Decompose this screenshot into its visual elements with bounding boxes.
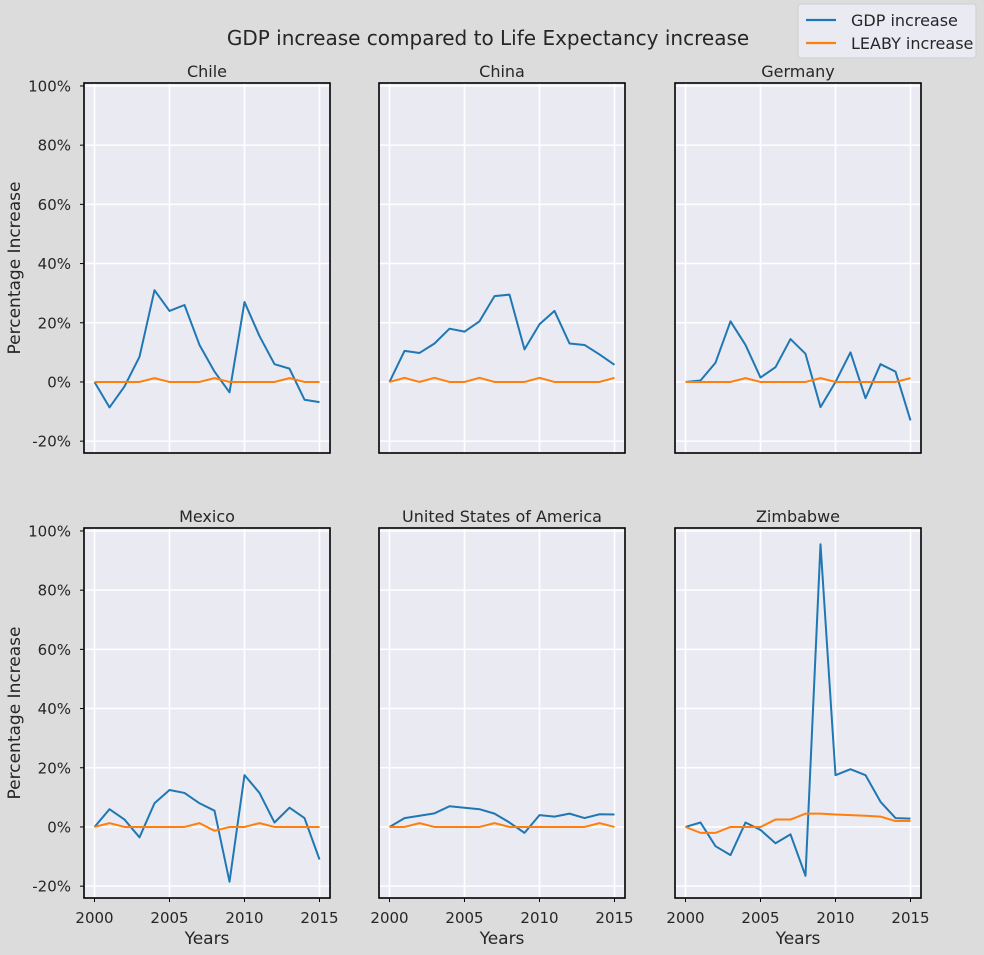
series-line-gdp-increase: [685, 543, 911, 877]
panel-frame: [83, 527, 331, 899]
x-tick-label: 2010: [225, 909, 263, 927]
x-axis-label: Years: [184, 929, 230, 949]
panel-china: China: [378, 62, 626, 454]
legend-label-leaby: LEABY increase: [851, 34, 973, 53]
plot-area: [379, 83, 625, 453]
plot-area: [379, 528, 625, 898]
panel-title: China: [479, 62, 525, 81]
series-line-leaby-increase: [94, 377, 320, 383]
y-tick-label: 20%: [38, 314, 71, 332]
y-tick-label: 40%: [38, 700, 71, 718]
panel-frame: [674, 82, 922, 454]
panel-frame: [83, 82, 331, 454]
y-tick-label: -20%: [32, 433, 71, 451]
panel-chile: Chile -20% 0% 20% 40% 60% 80% 100% Percentage In…: [5, 62, 331, 454]
y-tick-label: -20%: [32, 878, 71, 896]
panel-germany: Germany: [674, 62, 922, 454]
panel-mexico: Mexico -20% 0% 20% 40% 60% 80% 100% Percentage I…: [5, 507, 339, 949]
y-tick-label: 0%: [47, 818, 71, 836]
series-line-leaby-increase: [94, 822, 320, 832]
x-tick-label: 2000: [75, 909, 113, 927]
panel-frame: [674, 527, 922, 899]
chart-title: GDP increase compared to Life Expectancy…: [227, 26, 749, 50]
plot-area: [84, 528, 330, 898]
x-tick-label: 2005: [741, 909, 779, 927]
x-tick-label: 2015: [891, 909, 929, 927]
y-tick-label: 100%: [28, 77, 71, 95]
x-axis-label: Years: [775, 929, 821, 949]
series-line-leaby-increase: [685, 377, 911, 383]
series-line-gdp-increase: [388, 293, 616, 383]
x-tick-label: 2000: [666, 909, 704, 927]
panel-title: United States of America: [402, 507, 602, 526]
panel-frame: [378, 82, 626, 454]
panel-title: Zimbabwe: [756, 507, 840, 526]
y-tick-label: 60%: [38, 641, 71, 659]
panel-united-states-of-america: United States of America 2000 2005 2010 2015…: [370, 507, 633, 949]
panel-zimbabwe: Zimbabwe 2000 2005 2010 2015 Years: [666, 507, 929, 949]
x-tick-label: 2005: [150, 909, 188, 927]
x-tick-label: 2005: [445, 909, 483, 927]
series-line-gdp-increase: [93, 774, 321, 883]
panel-title: Chile: [187, 62, 227, 81]
x-tick-label: 2010: [520, 909, 558, 927]
y-tick-label: 80%: [38, 582, 71, 600]
y-axis-label: Percentage Increase: [5, 627, 25, 800]
plot-area: [84, 83, 330, 453]
x-tick-label: 2015: [300, 909, 338, 927]
legend: GDP increase LEABY increase: [797, 3, 977, 59]
y-tick-label: 20%: [38, 759, 71, 777]
y-tick-label: 40%: [38, 255, 71, 273]
y-axis-label: Percentage Increase: [5, 182, 25, 355]
y-tick-label: 100%: [28, 522, 71, 540]
series-line-leaby-increase: [389, 822, 615, 828]
plot-area: [675, 83, 921, 453]
x-tick-label: 2015: [595, 909, 633, 927]
panels: Chile -20% 0% 20% 40% 60% 80% 100% Percentage In…: [5, 62, 930, 949]
series-line-leaby-increase: [389, 376, 615, 383]
legend-label-gdp: GDP increase: [851, 11, 958, 30]
panel-title: Mexico: [179, 507, 235, 526]
x-tick-label: 2000: [370, 909, 408, 927]
panel-title: Germany: [761, 62, 835, 81]
series-line-gdp-increase: [93, 289, 320, 409]
plot-area: [675, 528, 921, 898]
x-tick-label: 2010: [816, 909, 854, 927]
y-tick-label: 60%: [38, 196, 71, 214]
series-line-leaby-increase: [685, 812, 911, 834]
legend-box: [797, 3, 977, 59]
y-tick-label: 0%: [47, 373, 71, 391]
x-axis-label: Years: [479, 929, 525, 949]
series-line-gdp-increase: [388, 805, 615, 834]
y-tick-label: 80%: [38, 137, 71, 155]
panel-frame: [378, 527, 626, 899]
